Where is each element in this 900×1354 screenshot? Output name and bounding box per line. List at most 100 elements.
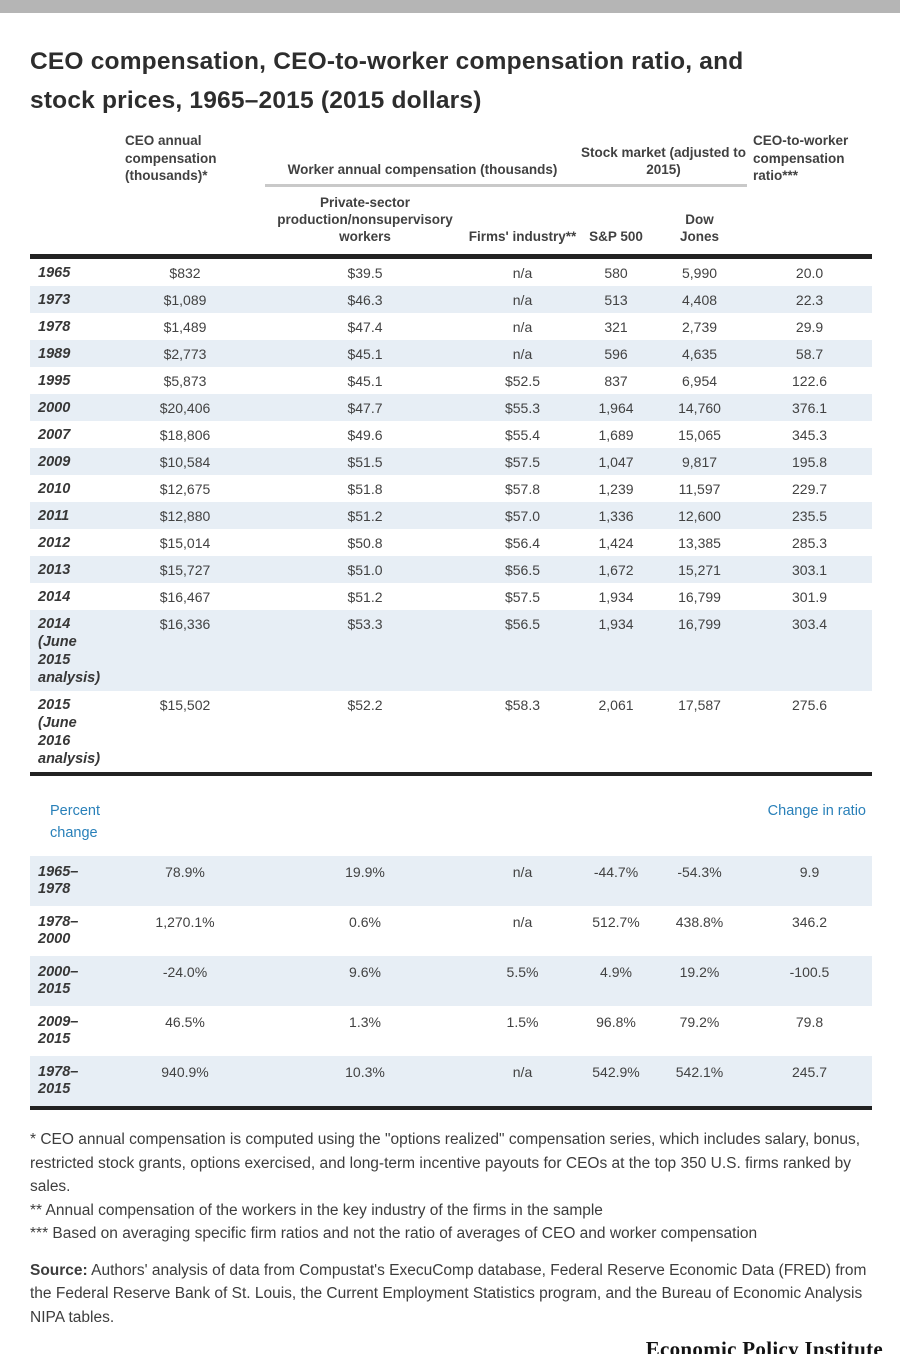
table-row: 2007 $18,806 $49.6 $55.4 1,689 15,065 345.3 bbox=[30, 421, 872, 448]
source-note: Source: Authors' analysis of data from C… bbox=[30, 1259, 868, 1330]
row-label: 2014 (June 2015 analysis) bbox=[38, 615, 101, 686]
percent-change-header: Percent change Change in ratio bbox=[30, 776, 872, 856]
row-label: 2012 bbox=[38, 534, 71, 551]
data-cell: 275.6 bbox=[792, 696, 828, 713]
data-cell: n/a bbox=[512, 864, 533, 880]
row-label: 2011 bbox=[38, 507, 70, 524]
footnote-3: *** Based on averaging specific firm rat… bbox=[30, 1225, 758, 1242]
data-cell: $57.0 bbox=[504, 507, 541, 524]
percent-change-label: Percent change bbox=[50, 803, 100, 841]
data-cell: $55.3 bbox=[504, 399, 541, 416]
table-row: 2009–2015 46.5% 1.3% 1.5% 96.8% 79.2% 79.8 bbox=[30, 1006, 872, 1056]
main-table-header: CEO annual compensation (thousands)* Wor… bbox=[30, 130, 873, 257]
data-cell: $53.3 bbox=[347, 615, 383, 632]
data-cell: 542.1% bbox=[675, 1064, 724, 1080]
data-cell: $58.3 bbox=[504, 696, 541, 713]
data-cell: 29.9 bbox=[795, 318, 824, 335]
data-cell: $20,406 bbox=[159, 399, 211, 416]
epi-logo: Economic Policy Institute bbox=[645, 1337, 883, 1354]
footnote-1: * CEO annual compensation is computed us… bbox=[30, 1131, 861, 1195]
footnotes-block: * CEO annual compensation is computed us… bbox=[30, 1128, 868, 1246]
table-row: 1973 $1,089 $46.3 n/a 513 4,408 22.3 bbox=[30, 286, 873, 313]
row-label: 2007 bbox=[38, 426, 71, 443]
data-cell: 940.9% bbox=[161, 1064, 209, 1080]
data-cell: $52.5 bbox=[504, 372, 541, 389]
row-label: 2014 bbox=[38, 588, 71, 605]
data-cell: $56.4 bbox=[504, 534, 541, 551]
data-cell: 4,408 bbox=[682, 291, 718, 308]
row-label: 2000–2015 bbox=[38, 964, 79, 997]
data-cell: n/a bbox=[512, 345, 533, 362]
col-group-worker-compensation: Worker annual compensation (thousands) bbox=[265, 130, 581, 187]
row-label: 1978–2015 bbox=[38, 1064, 79, 1097]
data-cell: 1,934 bbox=[598, 588, 634, 605]
data-cell: 19.9% bbox=[345, 864, 385, 880]
page-title: CEO compensation, CEO-to-worker compensa… bbox=[30, 42, 870, 120]
data-cell: $57.5 bbox=[504, 588, 541, 605]
data-cell: 10.3% bbox=[345, 1064, 385, 1080]
table-row: 2000 $20,406 $47.7 $55.3 1,964 14,760 376.1 bbox=[30, 394, 873, 421]
row-label: 2010 bbox=[38, 480, 71, 497]
data-cell: $51.2 bbox=[347, 588, 383, 605]
data-cell: 11,597 bbox=[678, 480, 721, 497]
main-table: CEO annual compensation (thousands)* Wor… bbox=[30, 130, 873, 776]
data-cell: $1,489 bbox=[163, 318, 207, 335]
data-cell: $39.5 bbox=[347, 264, 383, 281]
data-cell: 837 bbox=[604, 372, 628, 389]
data-cell: 15,271 bbox=[678, 561, 721, 578]
row-label: 1973 bbox=[38, 291, 71, 308]
data-cell: 245.7 bbox=[791, 1064, 828, 1080]
data-cell: 303.4 bbox=[792, 615, 828, 632]
table-row: 1978–2015 940.9% 10.3% n/a 542.9% 542.1% 245.7 bbox=[30, 1056, 872, 1108]
row-label: 1965–1978 bbox=[38, 864, 79, 897]
data-cell: 321 bbox=[604, 318, 628, 335]
source-text: Authors' analysis of data from Compustat… bbox=[30, 1261, 867, 1326]
data-cell: 16,799 bbox=[678, 588, 721, 605]
data-cell: 229.7 bbox=[792, 480, 828, 497]
blank-cell bbox=[105, 776, 747, 856]
data-cell: 19.2% bbox=[679, 964, 720, 980]
data-cell: 512.7% bbox=[592, 914, 640, 930]
data-cell: $56.5 bbox=[504, 615, 541, 632]
data-cell: 79.2% bbox=[679, 1014, 720, 1030]
top-edge-bar bbox=[0, 0, 900, 13]
table-row: 1978 $1,489 $47.4 n/a 321 2,739 29.9 bbox=[30, 313, 872, 340]
data-cell: -44.7% bbox=[593, 864, 639, 880]
data-cell: $18,806 bbox=[159, 426, 211, 443]
table-row: 2009 $10,584 $51.5 $57.5 1,047 9,817 195.8 bbox=[30, 448, 873, 475]
table-row: 1978–2000 1,270.1% 0.6% n/a 512.7% 438.8% 346.… bbox=[30, 906, 872, 956]
data-cell: $15,727 bbox=[159, 561, 211, 578]
percent-change-body: 1965–1978 78.9% 19.9% n/a -44.7% -54.3% 9.9 197… bbox=[30, 856, 872, 1108]
row-label: 1978–2000 bbox=[38, 914, 79, 947]
data-cell: $1,089 bbox=[163, 291, 207, 308]
data-cell: 1.3% bbox=[349, 1014, 381, 1030]
data-cell: n/a bbox=[512, 1064, 533, 1080]
data-cell: 96.8% bbox=[596, 1014, 636, 1030]
data-cell: $55.4 bbox=[504, 426, 541, 443]
data-cell: $45.1 bbox=[347, 345, 383, 362]
table-row: 2014 $16,467 $51.2 $57.5 1,934 16,799 301.9 bbox=[30, 583, 872, 610]
data-cell: 5,990 bbox=[682, 264, 718, 281]
data-cell: -24.0% bbox=[162, 964, 208, 980]
row-label: 2000 bbox=[38, 399, 71, 416]
data-cell: $56.5 bbox=[504, 561, 541, 578]
main-table-body: 1965 $832 $39.5 n/a 580 5,990 20.0 1973 $1,089 $4… bbox=[30, 257, 873, 774]
data-cell: 235.5 bbox=[792, 507, 828, 524]
col-header-private-sector-workers: Private-sector production/nonsupervisory… bbox=[277, 195, 453, 244]
data-cell: $47.4 bbox=[347, 318, 383, 335]
table-row: 1965 $832 $39.5 n/a 580 5,990 20.0 bbox=[30, 257, 872, 287]
title-line-2: stock prices, 1965–2015 (2015 dollars) bbox=[30, 87, 482, 114]
data-cell: n/a bbox=[512, 291, 533, 308]
table-row: 2011 $12,880 $51.2 $57.0 1,336 12,600 235.5 bbox=[30, 502, 873, 529]
data-cell: 195.8 bbox=[792, 453, 828, 470]
data-cell: $2,773 bbox=[163, 345, 207, 362]
data-cell: 346.2 bbox=[791, 914, 828, 930]
data-cell: $15,502 bbox=[159, 696, 211, 713]
data-cell: 12,600 bbox=[678, 507, 721, 524]
data-cell: 345.3 bbox=[792, 426, 828, 443]
row-label: 1995 bbox=[38, 372, 71, 389]
data-cell: n/a bbox=[512, 318, 533, 335]
table-row: 2012 $15,014 $50.8 $56.4 1,424 13,385 285.3 bbox=[30, 529, 872, 556]
blank-cell bbox=[30, 130, 105, 257]
data-cell: 1.5% bbox=[506, 1014, 539, 1030]
